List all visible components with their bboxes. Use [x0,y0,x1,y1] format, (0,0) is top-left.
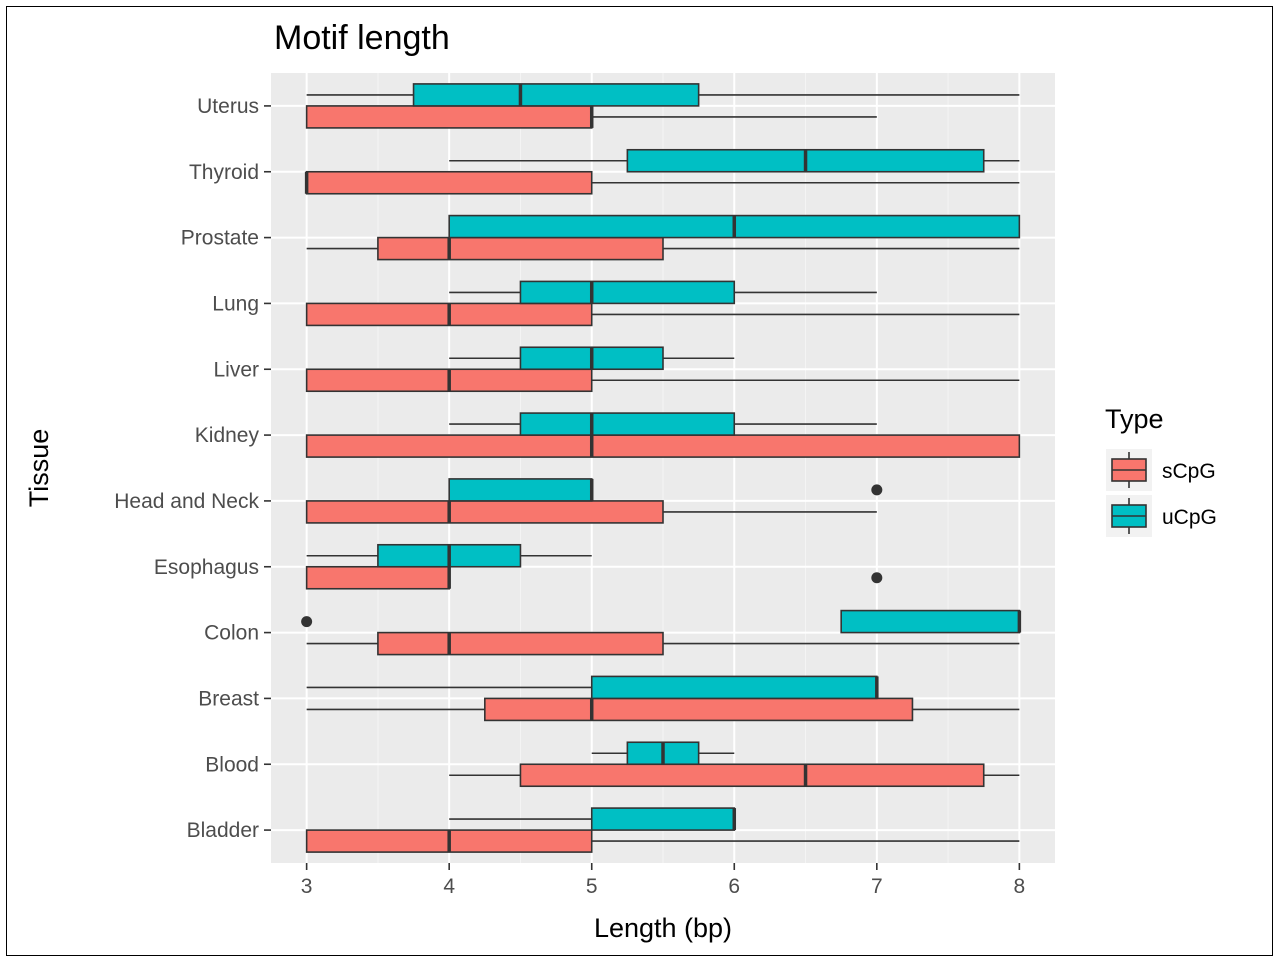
legend-label: uCpG [1162,506,1217,529]
y-tick-label: Thyroid [189,161,259,184]
box-iqr [592,676,877,698]
box-iqr [307,567,450,589]
x-tick-label: 5 [586,875,598,898]
box-iqr [520,764,983,786]
box-iqr [307,501,663,523]
box-uCpG-prostate [449,216,1019,238]
legend-label: sCpG [1162,460,1216,483]
box-iqr [520,281,734,303]
box-iqr [378,238,663,260]
x-tick-label: 8 [1014,875,1026,898]
box-iqr [520,413,734,435]
box-iqr [378,633,663,655]
legend-item-sCpG: sCpG [1106,449,1216,491]
x-tick-label: 6 [728,875,740,898]
y-tick-label: Liver [213,358,259,381]
y-tick-label: Blood [205,753,259,776]
outlier-point [301,616,312,627]
x-tick-label: 3 [301,875,313,898]
y-tick-label: Uterus [197,95,259,118]
x-axis: 3 4 5 6 7 8 [301,863,1025,898]
box-iqr [307,106,592,128]
box-iqr [592,808,735,830]
y-tick-label: Head and Neck [114,490,259,513]
y-axis-title: Tissue [24,429,54,508]
box-iqr [307,172,592,194]
legend-title: Type [1105,404,1164,434]
box-sCpG-kidney [307,435,1020,457]
x-tick-label: 7 [871,875,883,898]
y-tick-label: Colon [204,622,259,645]
box-sCpG-blood [449,764,1019,786]
box-iqr [449,479,592,501]
box-iqr [307,435,1020,457]
outlier-point [871,484,882,495]
x-tick-label: 4 [443,875,455,898]
y-tick-label: Lung [212,292,259,315]
y-tick-label: Breast [198,687,259,710]
chart-title: Motif length [274,19,450,57]
y-tick-label: Bladder [187,819,259,842]
y-tick-label: Esophagus [154,556,259,579]
outlier-point [871,572,882,583]
box-iqr [414,84,699,106]
x-axis-title: Length (bp) [594,913,732,943]
y-axis: Uterus Thyroid Prostate Lung Liver Kidney Head… [114,95,271,842]
y-tick-label: Prostate [181,227,259,250]
box-iqr [841,611,1019,633]
legend: Type sCpG uCpG [1105,404,1217,537]
y-tick-label: Kidney [195,424,260,447]
legend-item-uCpG: uCpG [1106,495,1217,537]
box-iqr [485,698,913,720]
